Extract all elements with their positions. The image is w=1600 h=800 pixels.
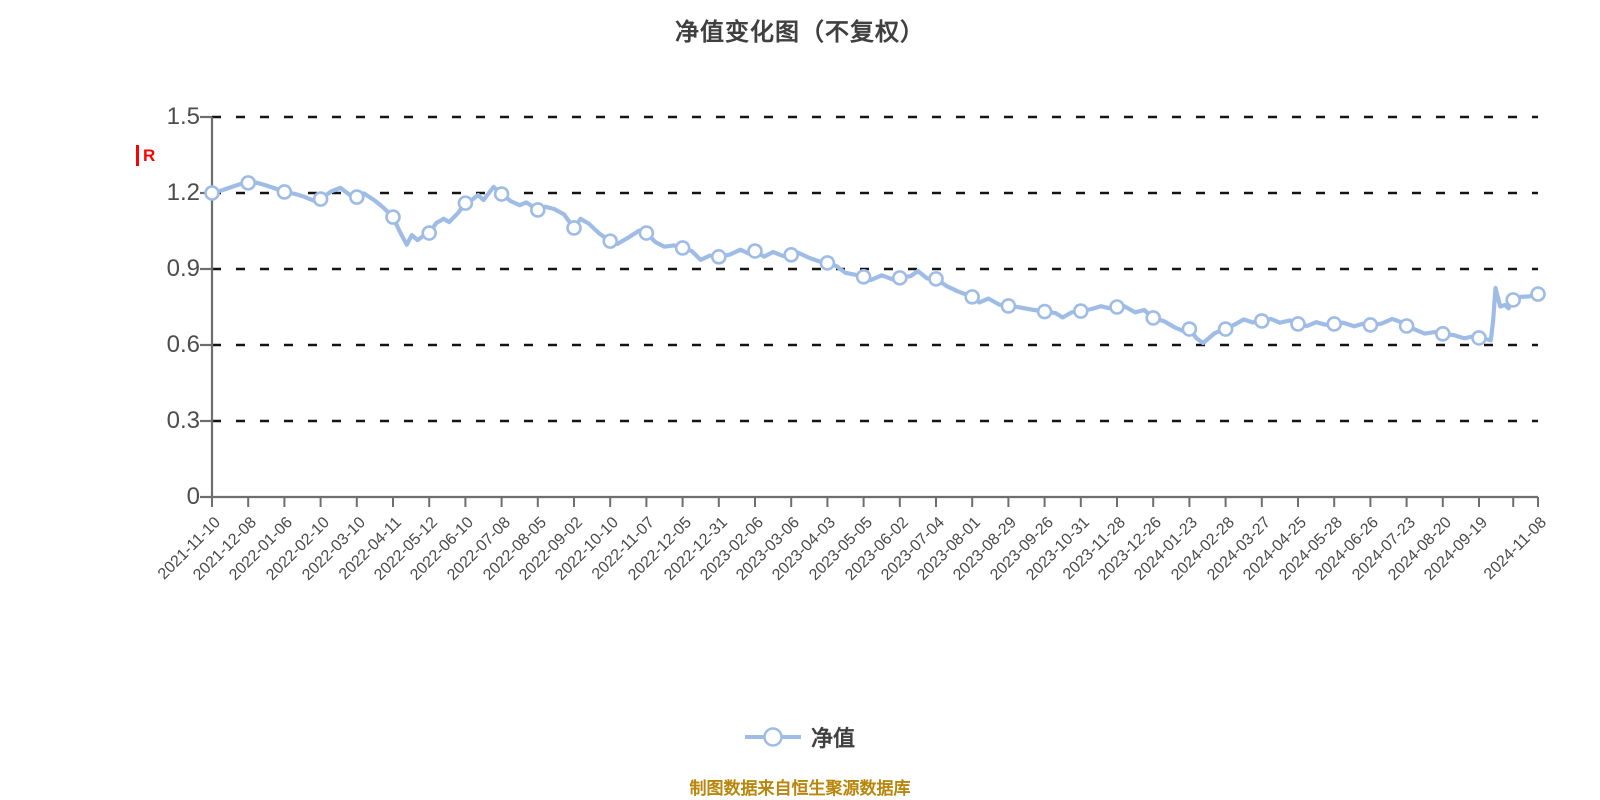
data-point-marker bbox=[1398, 318, 1415, 334]
y-axis-label: 0 bbox=[186, 483, 200, 510]
data-point-marker bbox=[1000, 298, 1017, 314]
data-point-marker bbox=[1530, 286, 1546, 302]
data-point-marker bbox=[638, 225, 655, 241]
dividend-marker: R bbox=[136, 145, 155, 166]
y-axis-label: 0.3 bbox=[166, 407, 200, 434]
data-point-marker bbox=[566, 220, 582, 236]
data-point-marker bbox=[1362, 317, 1379, 333]
data-point-marker bbox=[240, 175, 256, 191]
y-axis-label: 0.6 bbox=[166, 331, 200, 358]
data-point-marker bbox=[1073, 303, 1089, 319]
data-point-marker bbox=[710, 249, 727, 265]
data-point-marker bbox=[1145, 310, 1161, 326]
data-point-marker bbox=[1471, 330, 1487, 346]
data-point-marker bbox=[783, 247, 800, 263]
data-point-marker bbox=[457, 195, 474, 211]
data-point-marker bbox=[1290, 316, 1306, 332]
data-point-marker bbox=[1109, 299, 1125, 315]
legend-label: 净值 bbox=[810, 726, 855, 751]
data-source-note: 制图数据来自恒生聚源数据库 bbox=[689, 779, 911, 798]
legend: 净值 bbox=[0, 722, 1600, 752]
data-point-marker bbox=[421, 225, 438, 241]
data-point-marker bbox=[602, 233, 619, 249]
data-point-marker bbox=[747, 243, 763, 259]
data-point-marker bbox=[674, 240, 691, 256]
legend-line-marker-icon bbox=[744, 727, 801, 747]
data-point-marker bbox=[385, 209, 401, 225]
data-point-marker bbox=[964, 289, 981, 305]
data-point-marker bbox=[493, 186, 510, 202]
data-point-marker bbox=[276, 184, 293, 200]
data-point-marker bbox=[348, 189, 365, 205]
data-point-marker bbox=[1217, 321, 1234, 337]
data-point-marker bbox=[312, 191, 329, 207]
data-point-marker bbox=[855, 269, 872, 285]
data-point-marker bbox=[819, 255, 836, 271]
data-point-marker bbox=[1181, 321, 1198, 337]
data-point-marker bbox=[1435, 326, 1451, 342]
data-point-marker bbox=[891, 270, 908, 286]
y-axis-label: 1.5 bbox=[166, 103, 200, 130]
data-point-marker bbox=[1326, 316, 1342, 332]
data-point-marker bbox=[1505, 292, 1522, 308]
y-axis-label: 1.2 bbox=[166, 179, 200, 206]
data-point-marker bbox=[529, 202, 546, 218]
data-point-marker bbox=[1254, 313, 1270, 329]
chart-title: 净值变化图（不复权） bbox=[675, 19, 925, 46]
y-axis-label: 0.9 bbox=[166, 255, 200, 282]
data-point-marker bbox=[1036, 303, 1053, 320]
data-point-marker bbox=[928, 271, 944, 287]
data-point-marker bbox=[204, 185, 220, 201]
